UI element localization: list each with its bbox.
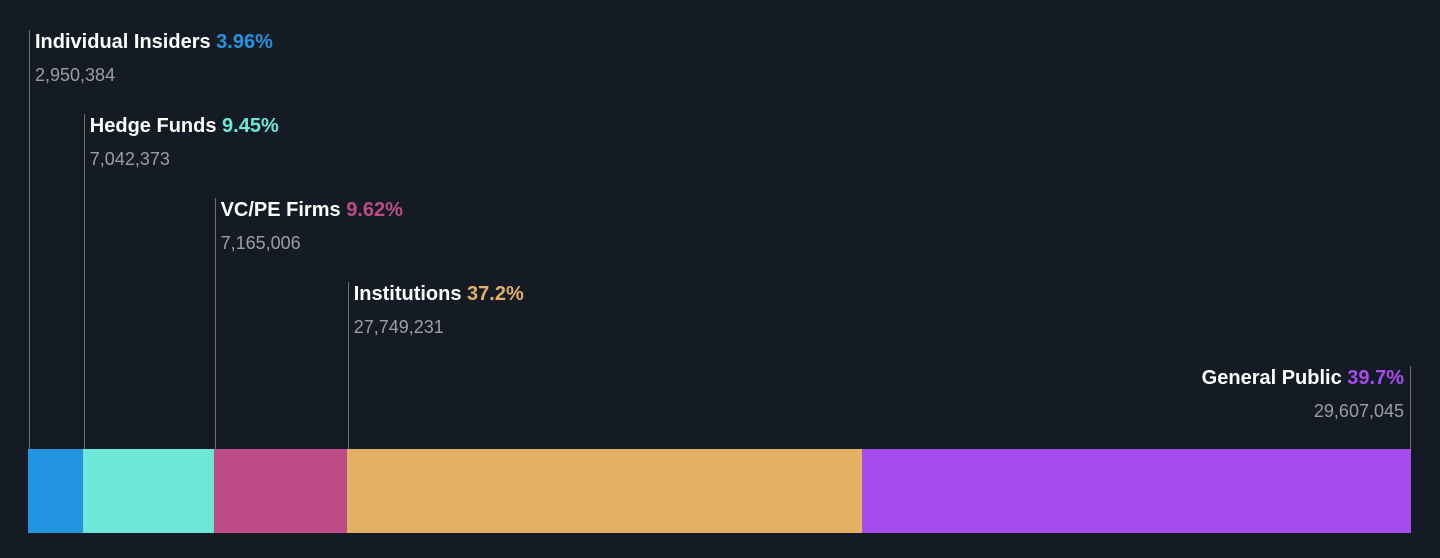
category-name: Individual Insiders (35, 31, 217, 53)
category-label: Hedge Funds 9.45% (90, 114, 279, 138)
bar-segment-general-public (861, 449, 1412, 533)
share-count-label: 7,042,373 (89, 149, 170, 169)
share-count-label: 7,165,006 (220, 233, 301, 253)
percent-label: 3.96% (216, 31, 273, 53)
percent-label: 9.62% (346, 199, 403, 221)
leader-line (83, 114, 85, 449)
category-name: Hedge Funds (89, 115, 223, 137)
data-label: General Public 39.7% 29,607,045 (1202, 366, 1404, 422)
data-label: Hedge Funds 9.45% 7,042,373 (90, 114, 279, 170)
data-label: VC/PE Firms 9.62% 7,165,006 (221, 198, 403, 254)
data-label: Individual Insiders 3.96% 2,950,384 (35, 30, 273, 86)
bar-segment-hedge-funds (82, 449, 215, 533)
percent-label: 39.7% (1347, 367, 1404, 389)
data-label: Institutions 37.2% 27,749,231 (354, 282, 524, 338)
category-name: General Public (1201, 367, 1348, 389)
category-label: Individual Insiders 3.96% (35, 30, 273, 54)
share-count-label: 29,607,045 (1313, 401, 1404, 421)
percent-label: 9.45% (222, 115, 279, 137)
bar-segment-individual-insiders (28, 449, 84, 533)
category-label: General Public 39.7% (1202, 366, 1404, 390)
category-label: Institutions 37.2% (354, 282, 524, 306)
leader-line (347, 282, 349, 449)
leader-line (1410, 366, 1411, 449)
leader-line (29, 30, 30, 449)
category-name: VC/PE Firms (220, 199, 347, 221)
category-label: VC/PE Firms 9.62% (221, 198, 403, 222)
category-name: Institutions (353, 283, 468, 305)
bar-segment-institutions (346, 449, 863, 533)
percent-label: 37.2% (467, 283, 524, 305)
share-count-label: 27,749,231 (353, 317, 444, 337)
leader-line (214, 198, 216, 449)
share-count-label: 2,950,384 (35, 65, 116, 85)
bar-segment-vc-pe-firms (213, 449, 348, 533)
